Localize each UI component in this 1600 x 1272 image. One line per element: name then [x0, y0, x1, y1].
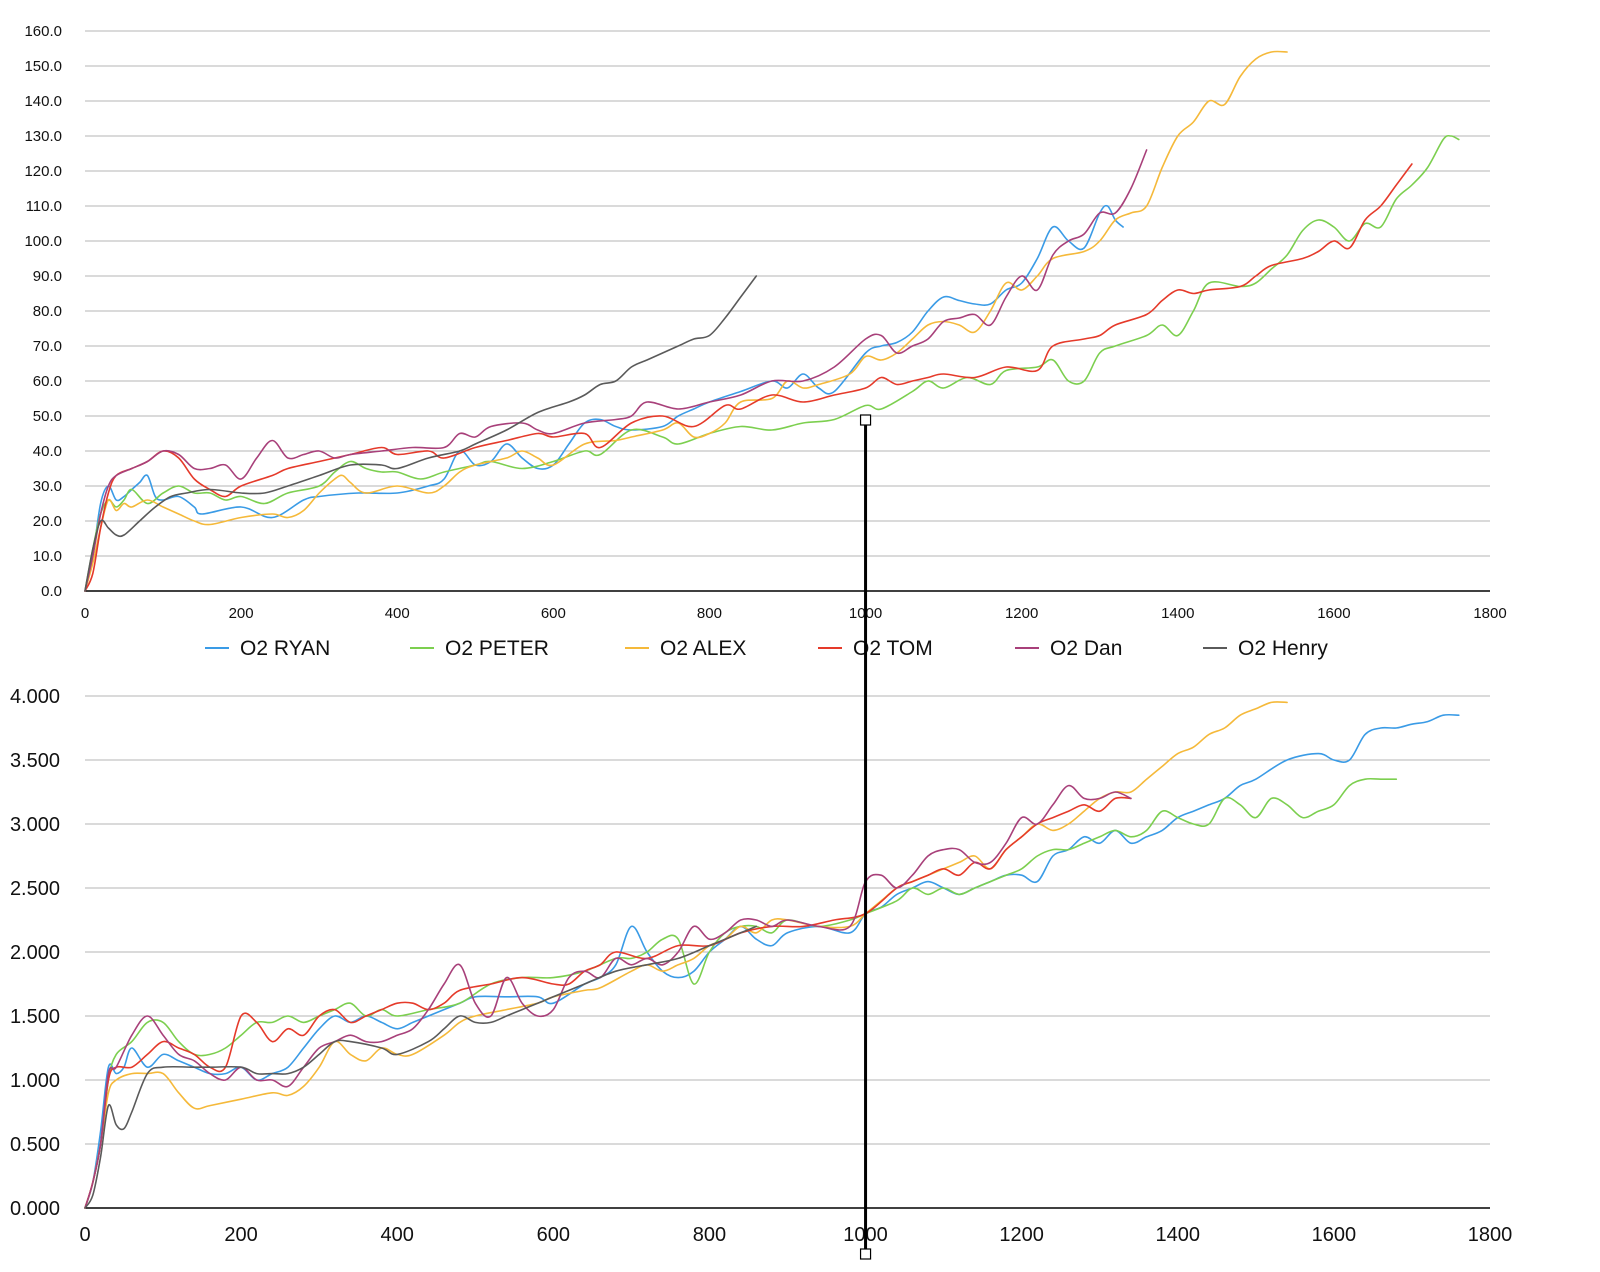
- y-tick-label-top-16: 160.0: [24, 23, 62, 40]
- y-tick-label-top-15: 150.0: [24, 58, 62, 75]
- cursor-handle-top[interactable]: [859, 414, 872, 426]
- series-line-top-o2-tom: [84, 163, 1413, 592]
- y-tick-label-top-12: 120.0: [24, 163, 62, 180]
- legend-item-o2-peter: O2 PETER: [410, 637, 549, 660]
- legend-label: O2 Henry: [1238, 637, 1328, 660]
- series-line-top-o2-henry: [84, 275, 758, 592]
- x-tick-label-bottom-9: 1800: [1468, 1224, 1513, 1246]
- y-tick-label-bottom-0: 0.000: [10, 1198, 60, 1220]
- y-tick-label-bottom-3: 1.500: [10, 1006, 60, 1028]
- y-tick-label-top-2: 20.0: [33, 513, 62, 530]
- series-line-bottom-o2-henry: [84, 925, 758, 1209]
- series-line-top-o2-ryan: [84, 204, 1124, 592]
- series-line-bottom-o2-tom: [84, 796, 1132, 1209]
- series-line-top-o2-dan: [84, 149, 1148, 592]
- legend-item-o2-henry: O2 Henry: [1203, 637, 1328, 660]
- legend-item-o2-dan: O2 Dan: [1015, 637, 1122, 660]
- legend-item-o2-tom: O2 TOM: [818, 637, 933, 660]
- y-tick-label-top-3: 30.0: [33, 478, 62, 495]
- top-chart: 0.0 10.0 20.0 30.0 40.0 50.0 60.0 70.0 80.0 90.0 1…: [24, 23, 1506, 622]
- legend-label: O2 TOM: [853, 637, 933, 660]
- y-tick-label-bottom-7: 3.500: [10, 750, 60, 772]
- y-tick-label-top-1: 10.0: [33, 548, 62, 565]
- x-tick-label-top-3: 600: [541, 605, 566, 622]
- y-tick-label-bottom-1: 0.500: [10, 1134, 60, 1156]
- series-line-top-o2-alex: [84, 50, 1288, 592]
- legend-label: O2 Dan: [1050, 637, 1122, 660]
- y-tick-label-bottom-6: 3.000: [10, 814, 60, 836]
- x-tick-label-bottom-0: 0: [79, 1224, 90, 1246]
- legend-label: O2 ALEX: [660, 637, 746, 660]
- x-tick-label-top-1: 200: [229, 605, 254, 622]
- y-tick-label-bottom-8: 4.000: [10, 686, 60, 708]
- x-tick-label-top-2: 400: [385, 605, 410, 622]
- bottom-chart: 0.000 0.500 1.000 1.500 2.000 2.500 3.000 3.500…: [10, 686, 1512, 1246]
- x-tick-label-top-8: 1600: [1317, 605, 1350, 622]
- y-tick-label-bottom-4: 2.000: [10, 942, 60, 964]
- y-tick-label-top-13: 130.0: [24, 128, 62, 145]
- series-line-top-o2-peter: [84, 134, 1460, 592]
- legend-label: O2 RYAN: [240, 637, 330, 660]
- y-tick-label-top-11: 110.0: [26, 198, 62, 215]
- x-tick-label-top-6: 1200: [1005, 605, 1038, 622]
- x-tick-label-top-4: 800: [697, 605, 722, 622]
- x-tick-label-bottom-7: 1400: [1156, 1224, 1201, 1246]
- x-tick-label-bottom-2: 400: [381, 1224, 414, 1246]
- cursor-handle-bottom[interactable]: [859, 1248, 872, 1260]
- x-tick-label-top-7: 1400: [1161, 605, 1194, 622]
- x-tick-label-bottom-6: 1200: [999, 1224, 1044, 1246]
- x-tick-label-top-9: 1800: [1473, 605, 1506, 622]
- series-line-bottom-o2-ryan: [84, 713, 1460, 1209]
- y-tick-label-bottom-2: 1.000: [10, 1070, 60, 1092]
- y-tick-label-top-4: 40.0: [33, 443, 62, 460]
- vertical-cursor[interactable]: [859, 414, 872, 1260]
- x-tick-label-bottom-8: 1600: [1312, 1224, 1357, 1246]
- x-tick-label-bottom-1: 200: [224, 1224, 257, 1246]
- legend: O2 RYAN O2 PETER O2 ALEX O2 TOM O2 Dan O2 Hen…: [205, 637, 1328, 660]
- y-tick-label-top-14: 140.0: [24, 93, 62, 110]
- y-tick-label-top-5: 50.0: [33, 408, 62, 425]
- legend-item-o2-alex: O2 ALEX: [625, 637, 746, 660]
- y-tick-label-top-7: 70.0: [33, 338, 62, 355]
- y-tick-label-top-10: 100.0: [24, 233, 62, 250]
- y-tick-label-top-6: 60.0: [33, 373, 62, 390]
- x-tick-label-top-0: 0: [81, 605, 89, 622]
- legend-label: O2 PETER: [445, 637, 549, 660]
- x-tick-label-bottom-4: 800: [693, 1224, 726, 1246]
- y-tick-label-bottom-5: 2.500: [10, 878, 60, 900]
- x-tick-label-bottom-3: 600: [537, 1224, 570, 1246]
- y-tick-label-top-9: 90.0: [33, 268, 62, 285]
- y-tick-label-top-8: 80.0: [33, 303, 62, 320]
- y-tick-label-top-0: 0.0: [41, 583, 62, 600]
- series-line-bottom-o2-dan: [84, 784, 1132, 1209]
- legend-item-o2-ryan: O2 RYAN: [205, 637, 330, 660]
